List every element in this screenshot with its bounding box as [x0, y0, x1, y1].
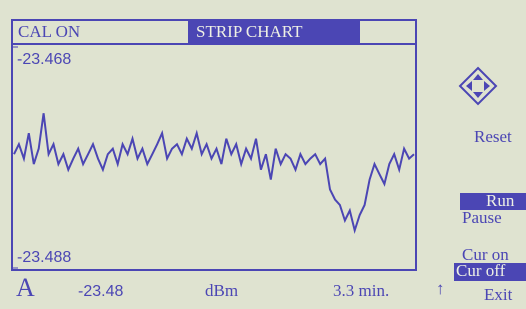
menu-reset[interactable]: Reset — [474, 127, 512, 146]
menu-exit[interactable]: Exit — [484, 285, 513, 304]
background — [0, 0, 526, 309]
menu-cur-off[interactable]: Cur off — [456, 261, 506, 280]
channel: A — [16, 273, 35, 302]
menu-pause[interactable]: Pause — [462, 208, 502, 227]
screen: CAL ON STRIP CHART -23.488 -23.468 A -23.… — [0, 0, 526, 309]
mode-label: STRIP CHART — [196, 22, 303, 41]
scroll-arrow[interactable]: ↑ — [436, 279, 445, 298]
unit: dBm — [205, 281, 238, 300]
y-tick-label: -23.488 — [17, 249, 71, 266]
time-span: 3.3 min. — [333, 281, 389, 300]
y-tick-label: -23.468 — [17, 51, 71, 68]
status-label: CAL ON — [18, 22, 80, 41]
reading: -23.48 — [78, 283, 123, 300]
